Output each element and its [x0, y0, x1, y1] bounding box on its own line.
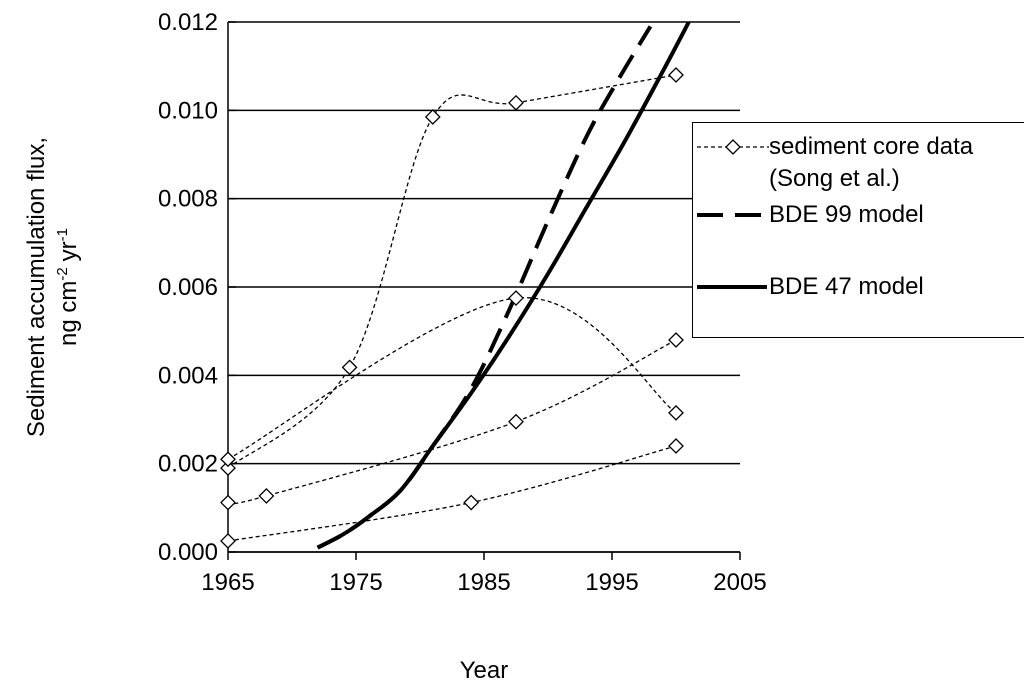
marker: [508, 290, 524, 306]
legend-label: sediment core data (Song et al.): [769, 133, 974, 192]
marker: [668, 67, 684, 83]
core-line: [228, 339, 677, 505]
plot: [228, 22, 691, 550]
marker: [424, 109, 441, 125]
legend-swatch: [697, 139, 769, 155]
y-axis-label-line1: Sediment accumulation flux,: [23, 137, 50, 437]
marker: [258, 487, 275, 504]
marker: [668, 438, 684, 454]
y-tick-label: 0.006: [158, 274, 218, 301]
marker: [668, 404, 684, 421]
marker: [220, 533, 236, 549]
y-tick-label: 0.010: [158, 97, 218, 124]
marker: [668, 332, 684, 348]
marker: [508, 94, 524, 111]
legend-label: BDE 99 model: [769, 201, 924, 228]
y-tick-label: 0.000: [158, 539, 218, 566]
marker: [463, 494, 480, 511]
legend-entry: BDE 47 model: [693, 265, 1024, 325]
label-part: ng cm: [55, 281, 82, 346]
marker: [341, 359, 358, 376]
legend-swatch: [697, 213, 767, 217]
superscript: -2: [54, 267, 71, 280]
y-axis-label-line2: ng cm-2 yr-1: [54, 228, 82, 346]
legend-entry: sediment core data (Song et al.): [693, 125, 1024, 192]
core-line: [228, 445, 677, 542]
y-tick-label: 0.012: [158, 9, 218, 36]
legend-entry: BDE 99 model: [693, 193, 1024, 253]
y-tick-label: 0.008: [158, 186, 218, 213]
legend-marker: [725, 139, 741, 155]
x-tick-label: 1965: [201, 569, 254, 596]
superscript: -1: [54, 228, 71, 241]
model-line: [316, 22, 691, 550]
legend-label: BDE 47 model: [769, 273, 924, 300]
y-tick-label: 0.002: [158, 451, 218, 478]
marker: [220, 460, 236, 477]
marker: [220, 451, 236, 468]
y-axis-label: Sediment accumulation flux, ng cm-2 yr-1: [23, 137, 82, 437]
legend: sediment core data (Song et al.) BDE 99 m…: [692, 122, 1024, 338]
x-tick-label: 1985: [457, 569, 510, 596]
legend-swatch: [697, 285, 767, 289]
x-axis-label: Year: [460, 657, 509, 684]
marker: [508, 413, 524, 430]
core-line: [228, 74, 677, 469]
label-part: yr: [55, 241, 82, 261]
x-tick-label: 1975: [329, 569, 382, 596]
marker: [220, 494, 236, 511]
x-tick-label: 1995: [585, 569, 638, 596]
y-tick-label: 0.004: [158, 362, 218, 389]
x-tick-label: 2005: [713, 569, 766, 596]
